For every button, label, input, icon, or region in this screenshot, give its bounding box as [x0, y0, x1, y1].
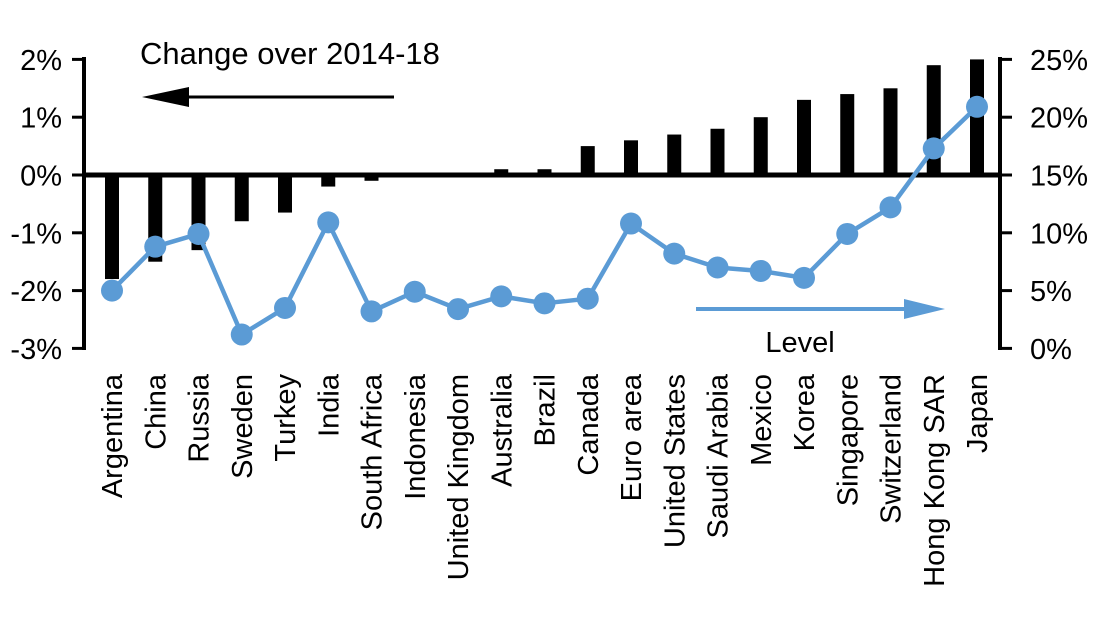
x-axis-label: Sweden	[227, 374, 259, 479]
level-dot	[749, 259, 772, 282]
bar-series-annotation: Change over 2014-18	[140, 36, 440, 71]
change-bar	[278, 175, 292, 213]
change-bar	[667, 134, 682, 175]
right-axis-tick-label: 20%	[1030, 103, 1088, 135]
change-bar	[580, 146, 595, 175]
right-axis-tick-label: 10%	[1030, 218, 1088, 250]
x-axis-label: Saudi Arabia	[703, 373, 735, 538]
left-axis-tick-label: 2%	[20, 45, 62, 77]
level-dot	[360, 300, 383, 323]
x-axis-label: Turkey	[270, 374, 302, 462]
level-dot	[317, 211, 340, 234]
level-dot	[922, 137, 945, 160]
change-bar	[537, 169, 552, 175]
level-dot	[490, 285, 513, 308]
right-axis-tick-label: 0%	[1030, 334, 1072, 366]
x-axis-label: Switzerland	[876, 374, 908, 524]
change-bar	[364, 175, 379, 181]
x-axis-label: South Africa	[357, 373, 389, 530]
x-axis-label: Euro area	[616, 373, 648, 501]
change-bar	[321, 175, 336, 187]
level-dot	[274, 296, 296, 319]
change-arrowhead-icon	[142, 87, 189, 107]
x-axis-label: Japan	[962, 374, 994, 453]
x-axis-label: Korea	[789, 373, 821, 451]
line-series-annotation: Level	[765, 327, 835, 359]
right-axis-tick-label: 25%	[1030, 45, 1088, 77]
level-dot	[447, 298, 469, 321]
change-bar	[710, 128, 725, 175]
level-dot	[403, 280, 426, 303]
x-axis-label: Argentina	[97, 373, 129, 498]
level-dot	[533, 292, 556, 315]
left-axis-tick-label: 1%	[20, 103, 62, 135]
change-bar	[624, 140, 638, 175]
x-axis-label: United Kingdom	[443, 374, 475, 580]
change-bar	[797, 99, 811, 175]
left-axis-tick-label: -1%	[10, 218, 62, 250]
level-dot	[706, 256, 729, 279]
change-bar	[883, 88, 898, 175]
change-bar	[234, 175, 249, 222]
level-dot	[793, 266, 815, 289]
x-axis-label: Indonesia	[400, 373, 432, 500]
x-axis-label: China	[140, 373, 172, 450]
level-dot	[101, 279, 123, 302]
level-dot	[966, 95, 988, 118]
level-arrowhead-icon	[904, 299, 945, 319]
level-dot	[576, 287, 599, 310]
x-axis-label: Hong Kong SAR	[919, 374, 951, 587]
left-axis-tick-label: -3%	[10, 334, 62, 366]
change-bar	[494, 169, 509, 175]
left-axis-tick-label: -2%	[10, 276, 62, 308]
level-dot	[663, 242, 686, 265]
left-axis-tick-label: 0%	[20, 161, 62, 193]
level-dot	[187, 222, 210, 245]
level-dot	[144, 235, 167, 258]
x-axis-label: Australia	[486, 373, 518, 487]
x-axis-label: United States	[659, 374, 691, 548]
level-dot	[879, 196, 902, 219]
change-bar	[840, 94, 855, 175]
level-dot	[620, 212, 642, 235]
change-bar	[105, 175, 119, 280]
x-axis-label: Mexico	[746, 374, 778, 466]
x-axis-label: Canada	[573, 373, 605, 475]
x-axis-label: Singapore	[832, 374, 864, 506]
x-axis-label: Brazil	[530, 374, 562, 447]
change-bar	[753, 117, 768, 175]
level-dot	[836, 222, 859, 245]
level-dot	[230, 323, 253, 346]
right-axis-tick-label: 15%	[1030, 161, 1088, 193]
x-axis-label: Russia	[184, 373, 216, 463]
right-axis-tick-label: 5%	[1030, 276, 1072, 308]
x-axis-label: India	[313, 373, 345, 437]
